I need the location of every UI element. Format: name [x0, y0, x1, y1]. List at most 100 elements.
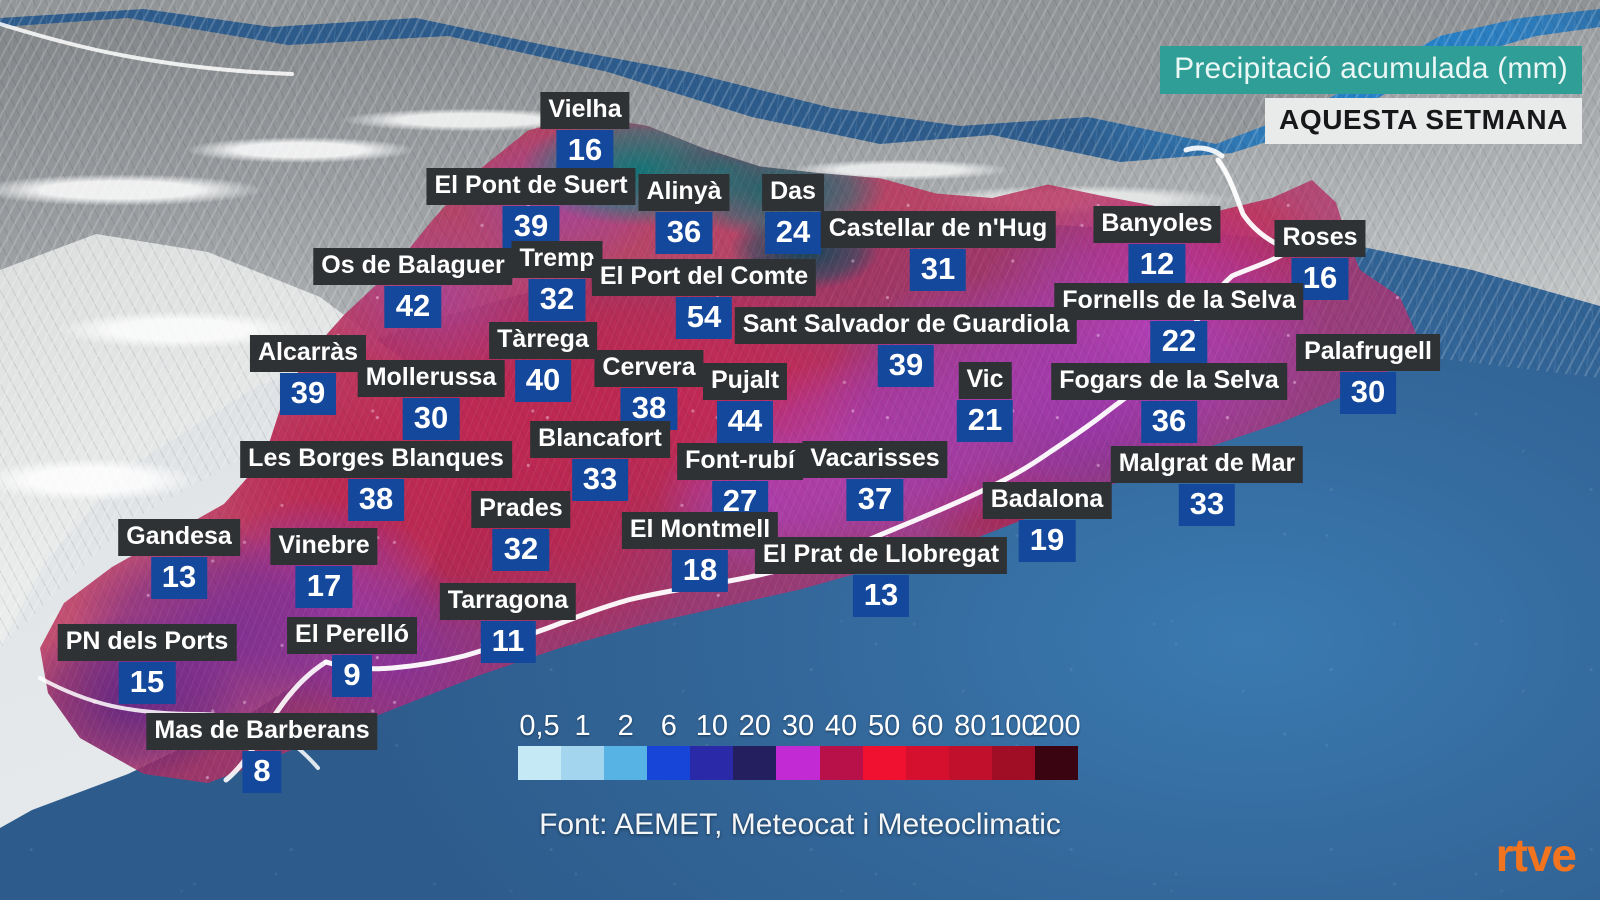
station-marker: Les Borges Blanques 38	[240, 441, 512, 521]
station-value: 13	[150, 557, 208, 599]
station-marker: Badalona 19	[982, 482, 1112, 562]
station-name: Malgrat de Mar	[1110, 446, 1304, 483]
station-marker: El Prat de Llobregat 13	[754, 537, 1008, 617]
station-marker: Fogars de la Selva 36	[1051, 363, 1287, 443]
legend-swatch	[690, 746, 734, 780]
station-value: 36	[1140, 401, 1198, 443]
station-name: Sant Salvador de Guardiola	[734, 307, 1078, 344]
station-value: 13	[852, 575, 910, 617]
station-value: 36	[655, 212, 713, 254]
period-badge: AQUESTA SETMANA	[1265, 98, 1582, 144]
station-name: Alinyà	[638, 174, 730, 211]
legend-tick: 2	[617, 710, 634, 742]
station-name: Alcarràs	[249, 335, 367, 372]
station-value: 15	[118, 662, 176, 704]
station-value: 17	[295, 566, 353, 608]
station-name: Badalona	[982, 482, 1112, 519]
legend-swatch	[991, 746, 1035, 780]
station-value: 37	[846, 479, 904, 521]
station-marker: Tremp 32	[511, 241, 603, 321]
legend-tick: 6	[660, 710, 677, 742]
legend-swatch	[1034, 746, 1079, 780]
legend-colorbar	[518, 746, 1079, 780]
station-marker: Alinyà 36	[638, 174, 730, 254]
station-marker: Pujalt 44	[702, 363, 788, 443]
station-name: Vielha	[540, 92, 630, 129]
station-name: Os de Balaguer	[313, 248, 513, 285]
station-marker: Cervera 38	[594, 350, 704, 430]
station-name: Banyoles	[1093, 206, 1221, 243]
station-value: 33	[1178, 484, 1236, 526]
station-value: 11	[480, 621, 536, 663]
legend-swatch	[905, 746, 949, 780]
station-marker: El Perelló 9	[287, 617, 417, 697]
station-value: 30	[402, 398, 460, 440]
station-value: 42	[384, 286, 442, 328]
station-value: 22	[1150, 321, 1208, 363]
legend-tick: 40	[824, 710, 858, 742]
source-credit: Font: AEMET, Meteocat i Meteoclimatic	[539, 808, 1061, 841]
station-marker: Vinebre 17	[270, 528, 378, 608]
station-marker: Os de Balaguer 42	[313, 248, 513, 328]
station-marker: Malgrat de Mar 33	[1110, 446, 1304, 526]
legend-swatch	[604, 746, 648, 780]
station-value: 12	[1128, 244, 1186, 286]
station-marker: Palafrugell 30	[1296, 334, 1440, 414]
station-name: Les Borges Blanques	[240, 441, 512, 478]
station-marker: Roses 16	[1274, 220, 1366, 300]
station-marker: PN dels Ports 15	[57, 624, 237, 704]
station-name: Roses	[1274, 220, 1366, 257]
legend-tick: 50	[868, 710, 901, 742]
station-marker: Fornells de la Selva 22	[1054, 283, 1304, 363]
legend-swatch	[647, 746, 691, 780]
station-marker: Gandesa 13	[118, 519, 240, 599]
page-title: Precipitació acumulada (mm)	[1160, 46, 1582, 94]
station-marker: Mollerussa 30	[357, 360, 505, 440]
station-marker: El Port del Comte 54	[591, 259, 817, 339]
legend-swatch	[561, 746, 605, 780]
legend-tick: 1	[574, 710, 591, 742]
station-marker: Font-rubí 27	[677, 443, 803, 523]
station-marker: Sant Salvador de Guardiola 39	[734, 307, 1078, 387]
station-name: Font-rubí	[677, 443, 803, 480]
station-value: 31	[909, 249, 967, 291]
station-name: Prades	[471, 491, 571, 528]
station-value: 33	[571, 459, 629, 501]
station-value: 21	[956, 400, 1014, 442]
legend-tick: 60	[911, 710, 944, 742]
station-value: 40	[514, 360, 572, 402]
legend-swatch	[776, 746, 820, 780]
station-value: 16	[556, 130, 614, 172]
legend-tick-labels: 0,5 1 2 6 10 20 30 40 50 60 80 100 200	[512, 712, 1092, 746]
station-value: 24	[764, 212, 822, 254]
station-name: PN dels Ports	[57, 624, 237, 661]
station-name: Fornells de la Selva	[1054, 283, 1304, 320]
station-value: 32	[528, 279, 586, 321]
legend-tick: 100	[989, 710, 1038, 742]
rtve-logo: rtve	[1495, 829, 1577, 881]
station-marker: Vic 21	[956, 362, 1014, 442]
station-name: Tremp	[511, 241, 603, 278]
station-name: Blancafort	[530, 421, 670, 458]
station-name: Pujalt	[702, 363, 788, 400]
station-marker: Blancafort 33	[530, 421, 670, 501]
station-marker: Tarragona 11	[439, 583, 577, 663]
station-marker: Vacarisses 37	[802, 441, 948, 521]
station-name: Cervera	[594, 350, 704, 387]
station-marker: Banyoles 12	[1093, 206, 1221, 286]
station-name: Tarragona	[439, 583, 577, 620]
station-marker: Das 24	[762, 174, 824, 254]
legend: 0,5 1 2 6 10 20 30 40 50 60 80 100 200	[512, 712, 1092, 780]
station-name: Das	[762, 174, 824, 211]
station-value: 39	[877, 345, 935, 387]
station-value: 18	[671, 550, 729, 592]
station-value: 38	[347, 479, 405, 521]
station-value: 44	[716, 401, 774, 443]
station-value: 39	[279, 373, 337, 415]
legend-swatch	[948, 746, 992, 780]
legend-tick: 200	[1032, 710, 1081, 742]
station-value: 32	[492, 529, 550, 571]
station-marker: Tàrrega 40	[489, 322, 597, 402]
station-name: El Perelló	[287, 617, 417, 654]
